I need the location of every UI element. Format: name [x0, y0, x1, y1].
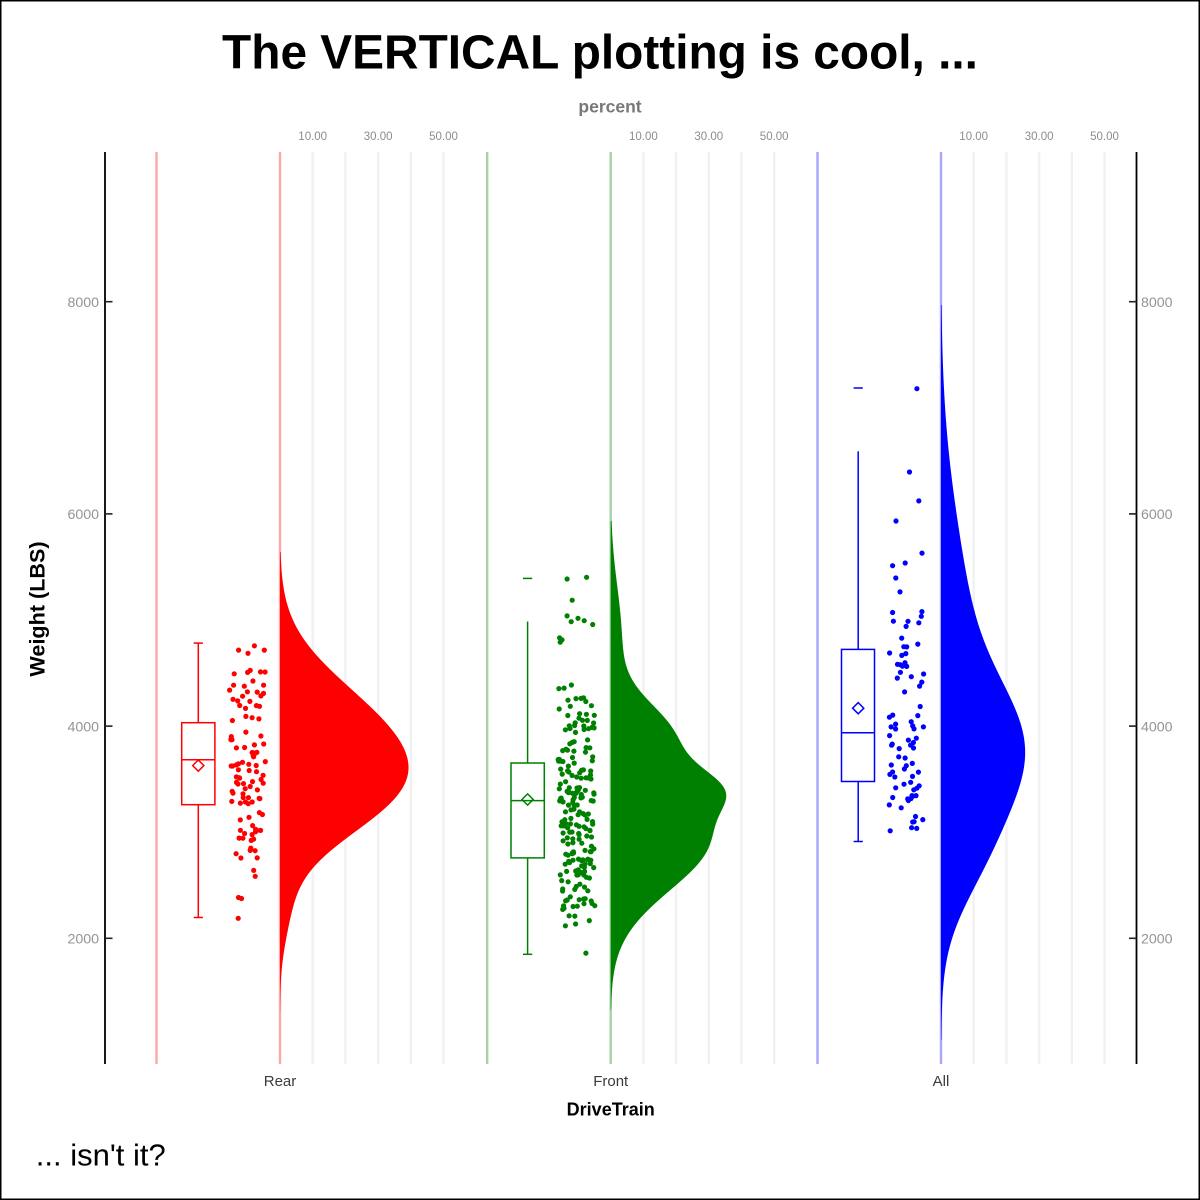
svg-text:30.00: 30.00 — [364, 131, 393, 143]
svg-text:50.00: 50.00 — [1090, 131, 1119, 143]
svg-text:30.00: 30.00 — [1025, 131, 1054, 143]
svg-text:DriveTrain: DriveTrain — [567, 1100, 655, 1120]
svg-text:4000: 4000 — [67, 719, 99, 735]
svg-text:10.00: 10.00 — [959, 131, 988, 143]
svg-text:30.00: 30.00 — [694, 131, 723, 143]
svg-text:8000: 8000 — [1141, 295, 1173, 311]
svg-text:2000: 2000 — [1141, 932, 1173, 948]
svg-text:Rear: Rear — [264, 1073, 297, 1090]
svg-text:6000: 6000 — [67, 507, 99, 523]
svg-text:... isn't it?: ... isn't it? — [36, 1138, 166, 1173]
svg-text:6000: 6000 — [1141, 507, 1173, 523]
svg-text:2000: 2000 — [67, 932, 99, 948]
svg-text:Front: Front — [593, 1073, 629, 1090]
svg-text:10.00: 10.00 — [298, 131, 327, 143]
svg-text:Weight (LBS): Weight (LBS) — [25, 541, 50, 676]
svg-text:All: All — [933, 1073, 950, 1090]
svg-text:50.00: 50.00 — [429, 131, 458, 143]
svg-text:4000: 4000 — [1141, 719, 1173, 735]
svg-text:10.00: 10.00 — [629, 131, 658, 143]
svg-text:50.00: 50.00 — [760, 131, 789, 143]
svg-text:8000: 8000 — [67, 295, 99, 311]
svg-text:The VERTICAL plotting is cool,: The VERTICAL plotting is cool, ... — [222, 26, 978, 79]
svg-text:percent: percent — [578, 97, 641, 117]
